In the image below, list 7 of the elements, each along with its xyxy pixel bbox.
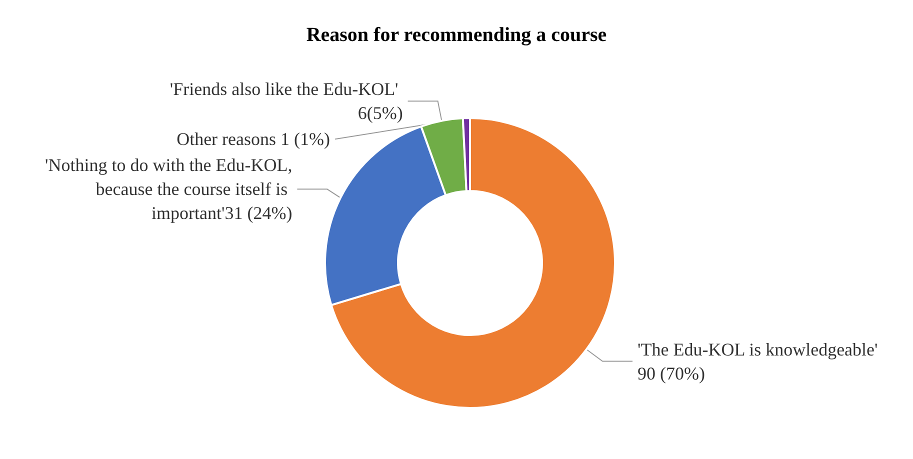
slice-label: 'Nothing to do with the Edu-KOL, because the course itself is important'31 (24%) [44,155,292,224]
slice-label: 'The Edu-KOL is knowledgeable' [638,339,882,360]
slice-label: Other reasons 1 (1%) [176,129,330,150]
slice-label: 'Friends also like the Edu-KOL' [170,79,403,100]
chart-title: Reason for recommending a course [306,24,607,46]
data-label: 6(5%) [358,103,403,124]
data-label: 90 (70%) [638,363,706,384]
